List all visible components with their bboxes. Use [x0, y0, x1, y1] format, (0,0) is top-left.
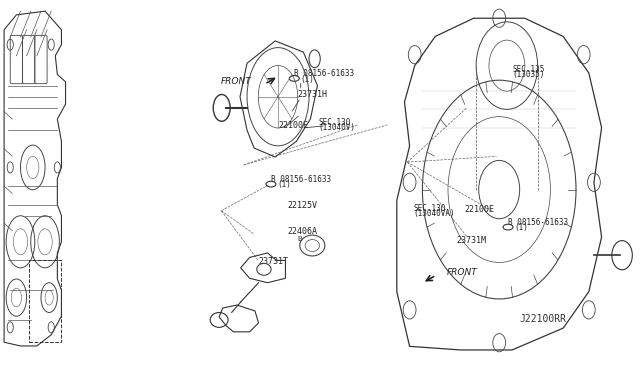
Text: (1): (1) — [515, 223, 529, 232]
Text: (13035): (13035) — [513, 70, 545, 79]
Text: 23731M: 23731M — [456, 236, 486, 245]
Text: 22100E: 22100E — [278, 121, 308, 130]
Text: SEC.130: SEC.130 — [413, 204, 445, 213]
Text: B 08156-61633: B 08156-61633 — [271, 175, 331, 184]
Text: 22100E: 22100E — [465, 205, 495, 214]
Text: 22406A: 22406A — [287, 227, 317, 236]
Text: FRONT: FRONT — [447, 268, 478, 277]
Text: B 08156-61633: B 08156-61633 — [294, 69, 355, 78]
Text: 22125V: 22125V — [287, 201, 317, 210]
Text: B 08156-61633: B 08156-61633 — [508, 218, 568, 227]
Text: (1): (1) — [301, 75, 315, 84]
Text: (1): (1) — [277, 180, 291, 189]
Text: (13040VA): (13040VA) — [413, 209, 455, 218]
Text: SEC.130: SEC.130 — [318, 118, 351, 127]
Text: 23731H: 23731H — [297, 90, 327, 99]
Text: SEC.135: SEC.135 — [513, 65, 545, 74]
Text: FRONT: FRONT — [220, 77, 251, 86]
Text: J22100RR: J22100RR — [519, 314, 566, 324]
Text: 23731T: 23731T — [259, 257, 289, 266]
Text: B: B — [298, 236, 302, 242]
Text: (13040V): (13040V) — [318, 123, 355, 132]
